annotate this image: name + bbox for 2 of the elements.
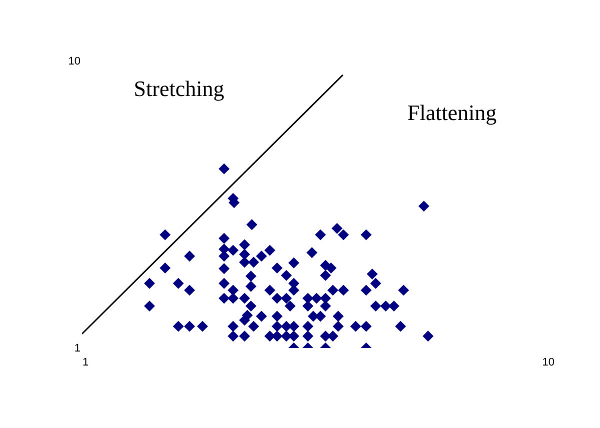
annotation: Stretching — [134, 76, 224, 101]
annotation: Flattening — [407, 100, 497, 125]
